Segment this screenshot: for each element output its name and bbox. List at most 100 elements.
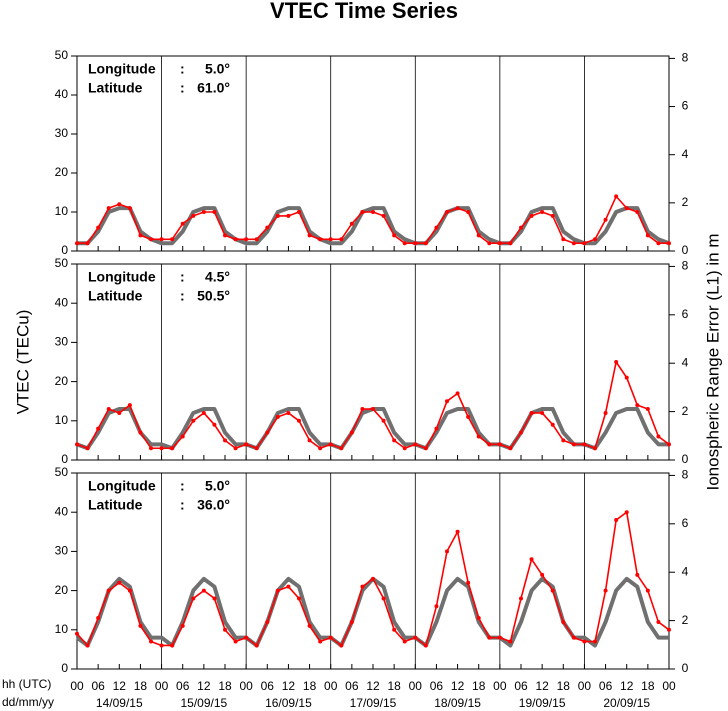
x-tick-label: 12 xyxy=(620,679,634,693)
vtec-point xyxy=(645,588,650,593)
vtec-point xyxy=(529,557,534,562)
vtec-point xyxy=(127,588,132,593)
vtec-point xyxy=(349,221,354,226)
vtec-point xyxy=(413,241,418,246)
vtec-point xyxy=(550,213,555,218)
vtec-point xyxy=(96,225,101,230)
x-tick-label: 06 xyxy=(514,679,528,693)
vtec-point xyxy=(191,418,196,423)
vtec-point xyxy=(645,233,650,238)
location-value: 4.5° xyxy=(205,269,230,285)
vtec-point xyxy=(402,446,407,451)
vtec-point xyxy=(571,635,576,640)
vtec-point xyxy=(85,643,90,648)
vtec-point xyxy=(540,210,545,214)
vtec-point xyxy=(645,407,650,412)
vtec-point xyxy=(624,510,629,515)
y2-tick-label: 4 xyxy=(682,564,689,578)
vtec-point xyxy=(191,596,196,601)
vtec-point xyxy=(529,213,534,218)
y-tick-label: 0 xyxy=(61,661,68,675)
vtec-point xyxy=(603,410,608,415)
vtec-point xyxy=(328,237,333,242)
y2-tick-label: 0 xyxy=(682,661,689,675)
vtec-point xyxy=(635,572,640,577)
location-sep: : xyxy=(180,288,185,304)
y2-tick-label: 8 xyxy=(682,468,689,482)
x-tick-label: 00 xyxy=(70,679,84,693)
vtec-point xyxy=(371,576,375,581)
vtec-point xyxy=(275,213,280,218)
vtec-point xyxy=(244,237,249,242)
y2-tick-label: 2 xyxy=(682,613,689,627)
model-line xyxy=(77,206,670,246)
vtec-point xyxy=(635,403,640,408)
vtec-point xyxy=(106,206,111,211)
vtec-point xyxy=(381,596,386,601)
x-tick-label: 12 xyxy=(197,679,211,693)
x-tick-label: 18 xyxy=(472,679,486,693)
vtec-point xyxy=(582,442,587,447)
vtec-point xyxy=(360,407,365,412)
vtec-point xyxy=(127,403,132,408)
vtec-point xyxy=(434,225,439,230)
vtec-point xyxy=(85,241,90,246)
model-line xyxy=(76,407,669,451)
vtec-point xyxy=(529,410,534,415)
vtec-point xyxy=(392,627,397,632)
vtec-point xyxy=(434,426,439,431)
x-group-label: 19/09/15 xyxy=(519,696,566,710)
vtec-point xyxy=(593,639,597,644)
vtec-point xyxy=(159,237,164,242)
vtec-point xyxy=(318,446,323,451)
vtec-point xyxy=(117,202,122,207)
vtec-point xyxy=(413,635,418,640)
x-group-label: 16/09/15 xyxy=(265,696,312,710)
location-value: 5.0° xyxy=(205,61,230,77)
vtec-point xyxy=(487,635,492,640)
vtec-point xyxy=(656,434,661,439)
y-tick-label: 20 xyxy=(55,374,69,388)
vtec-point xyxy=(667,442,671,447)
location-label: Longitude xyxy=(88,269,156,285)
location-sep: : xyxy=(180,478,185,494)
y2-tick-label: 8 xyxy=(682,51,689,65)
x-tick-label: 00 xyxy=(662,679,676,693)
vtec-point xyxy=(582,241,587,246)
vtec-point xyxy=(540,572,545,577)
vtec-point xyxy=(212,596,217,601)
x-tick-label: 12 xyxy=(366,679,380,693)
vtec-point xyxy=(434,604,439,609)
vtec-line xyxy=(77,195,669,244)
y2-tick-label: 0 xyxy=(682,452,689,466)
vtec-point xyxy=(455,391,460,396)
vtec-point xyxy=(201,210,206,214)
vtec-point xyxy=(497,241,502,246)
x-tick-label: 18 xyxy=(387,679,401,693)
vtec-point xyxy=(360,584,365,589)
vtec-point xyxy=(328,442,333,447)
vtec-point xyxy=(223,627,227,632)
y-tick-label: 10 xyxy=(55,413,69,427)
vtec-point xyxy=(149,446,153,451)
vtec-point xyxy=(96,616,101,621)
vtec-point xyxy=(445,399,449,404)
vtec-point xyxy=(297,210,301,214)
y2-axis-label: Ionospheric Range Error (L1) in m xyxy=(703,233,722,490)
y-tick-label: 40 xyxy=(55,504,69,518)
y2-tick-label: 6 xyxy=(682,516,689,530)
location-value: 5.0° xyxy=(205,478,230,494)
x-tick-label: 12 xyxy=(282,679,296,693)
y-tick-label: 50 xyxy=(55,48,69,62)
x-tick-label: 18 xyxy=(641,679,655,693)
plot-frame xyxy=(76,263,670,461)
vtec-point xyxy=(413,442,418,447)
x-tick-label: 18 xyxy=(303,679,317,693)
vtec-point xyxy=(212,210,217,214)
y2-tick-label: 4 xyxy=(682,147,689,161)
y-tick-label: 20 xyxy=(55,583,69,597)
vtec-point xyxy=(85,446,90,451)
vtec-point xyxy=(307,233,312,238)
location-label: Longitude xyxy=(88,61,156,77)
